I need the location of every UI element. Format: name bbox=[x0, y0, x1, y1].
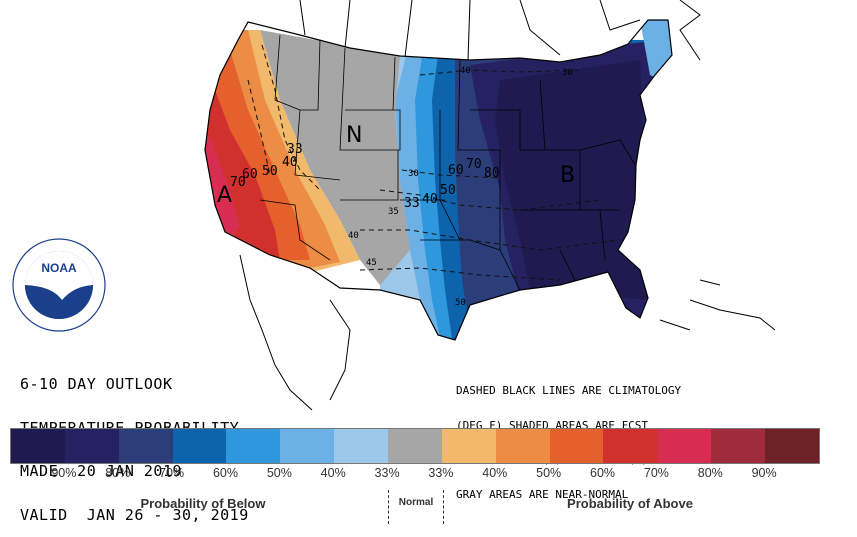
contour-label: 40 bbox=[282, 155, 298, 170]
base-map-lines bbox=[239, 0, 776, 411]
legend-below-label: Probability of Below bbox=[140, 496, 266, 511]
legend-tick-label: 70% bbox=[159, 466, 185, 480]
state-boundaries bbox=[259, 34, 636, 291]
note-line: GRAY AREAS ARE NEAR-NORMAL bbox=[456, 487, 629, 501]
legend-tick-label: 80% bbox=[105, 466, 131, 480]
legend-tick-label: 90% bbox=[751, 466, 777, 480]
legend-swatch bbox=[280, 429, 335, 463]
us-outline bbox=[204, 19, 673, 341]
note-line: (DEG F) SHADED AREAS ARE FCST bbox=[456, 418, 649, 432]
legend-tick-label: 50% bbox=[536, 466, 562, 480]
contour-label: 50 bbox=[262, 164, 278, 179]
title-line: VALID JAN 26 - 30, 2019 bbox=[20, 505, 249, 524]
contour-label: 33 bbox=[287, 142, 303, 157]
contour-label: 30 bbox=[562, 68, 573, 78]
contour-label: 40 bbox=[460, 66, 471, 76]
legend-tick-label: 40% bbox=[482, 466, 508, 480]
legend-swatch bbox=[495, 429, 550, 463]
outlook-map: 33 40 50 60 70 33 40 50 60 70 80 30 35 4… bbox=[204, 0, 776, 411]
legend-swatch bbox=[334, 429, 389, 463]
legend-tick-label: 50% bbox=[266, 466, 292, 480]
contour-label: 50 bbox=[440, 183, 456, 198]
contour-label: 30 bbox=[408, 169, 419, 179]
legend-color-bar bbox=[10, 428, 820, 464]
contour-label: 40 bbox=[422, 192, 438, 207]
contour-label: 80 bbox=[484, 166, 500, 181]
legend-tick-label: 33% bbox=[374, 466, 400, 480]
legend-swatch bbox=[64, 429, 119, 463]
legend-swatch bbox=[711, 429, 766, 463]
legend-tick-label: 80% bbox=[697, 466, 723, 480]
legend-tick-label: 90% bbox=[51, 466, 77, 480]
region-label-normal: N bbox=[346, 123, 362, 148]
contour-label: 35 bbox=[388, 207, 399, 217]
contour-label: 33 bbox=[404, 196, 420, 211]
legend-swatch bbox=[388, 429, 442, 463]
legend-swatch bbox=[441, 429, 496, 463]
legend-swatch bbox=[657, 429, 712, 463]
title-line: MADE 20 JAN 2019 bbox=[20, 462, 183, 480]
climatology-contours bbox=[247, 44, 621, 281]
contour-label: 70 bbox=[466, 157, 482, 172]
legend-tick-label: 60% bbox=[590, 466, 616, 480]
title-line: 6-10 DAY OUTLOOK bbox=[20, 375, 173, 393]
legend-tick-label: 40% bbox=[320, 466, 346, 480]
legend-swatch bbox=[118, 429, 173, 463]
contour-label: 50 bbox=[455, 298, 466, 308]
contour-label: 40 bbox=[348, 231, 359, 241]
contour-label: 60 bbox=[448, 163, 464, 178]
legend-normal-label: Normal bbox=[398, 497, 434, 508]
note-line: DASHED BLACK LINES ARE CLIMATOLOGY bbox=[456, 384, 682, 397]
legend-divider-right bbox=[443, 490, 444, 524]
legend-swatch bbox=[603, 429, 658, 463]
legend-tick-label: 70% bbox=[643, 466, 669, 480]
legend-swatch bbox=[11, 429, 65, 463]
region-label-below: B bbox=[560, 163, 575, 188]
legend-tick-label: 60% bbox=[212, 466, 238, 480]
legend-swatch bbox=[765, 429, 819, 463]
legend-tick-label: 33% bbox=[428, 466, 454, 480]
legend-swatch bbox=[226, 429, 281, 463]
legend-above-label: Probability of Above bbox=[567, 496, 693, 511]
contour-label: 60 bbox=[242, 167, 258, 182]
legend-swatch bbox=[549, 429, 604, 463]
noaa-logo: NOAA bbox=[12, 238, 106, 332]
legend-ticks: 90% 80% 70% 60% 50% 40% 33% 33% 40% 50% 60% 70% 80% 9… bbox=[0, 466, 857, 482]
region-label-above: A bbox=[217, 183, 232, 208]
legend-divider-left bbox=[388, 490, 389, 524]
contour-label: 45 bbox=[366, 258, 377, 268]
svg-text:NOAA: NOAA bbox=[41, 261, 77, 275]
contour-label: 70 bbox=[230, 175, 246, 190]
legend-swatch bbox=[172, 429, 227, 463]
